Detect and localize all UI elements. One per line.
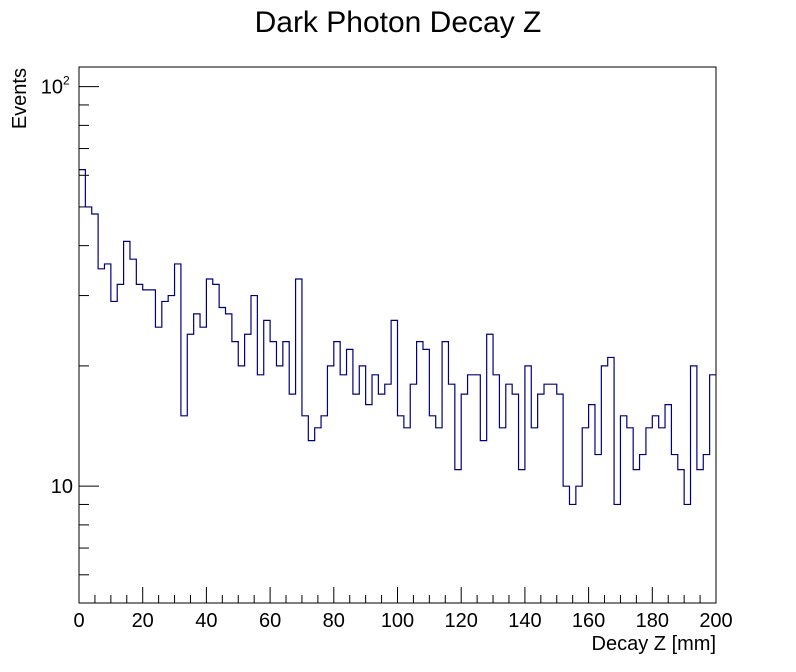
x-tick-label: 0 xyxy=(73,610,84,632)
x-tick-label: 20 xyxy=(132,610,154,632)
x-tick-label: 160 xyxy=(572,610,605,632)
axis-ticks xyxy=(78,86,717,603)
x-tick-label: 180 xyxy=(636,610,669,632)
x-tick-label: 80 xyxy=(323,610,345,632)
y-tick-label: 10 xyxy=(41,77,63,99)
x-tick-label: 140 xyxy=(508,610,541,632)
x-axis-label: Decay Z [mm] xyxy=(592,633,716,655)
y-tick-label: 10 xyxy=(51,476,73,498)
histogram-series-line xyxy=(79,169,716,506)
x-tick-label: 100 xyxy=(381,610,414,632)
chart-title: Dark Photon Decay Z xyxy=(255,6,542,39)
y-axis-label: Events xyxy=(9,68,31,129)
x-tick-label: 60 xyxy=(259,610,281,632)
plot-frame xyxy=(78,66,717,604)
y-tick-label-exponent: 2 xyxy=(63,74,70,88)
x-tick-label: 120 xyxy=(445,610,478,632)
x-tick-label: 200 xyxy=(699,610,732,632)
x-tick-label: 40 xyxy=(195,610,217,632)
